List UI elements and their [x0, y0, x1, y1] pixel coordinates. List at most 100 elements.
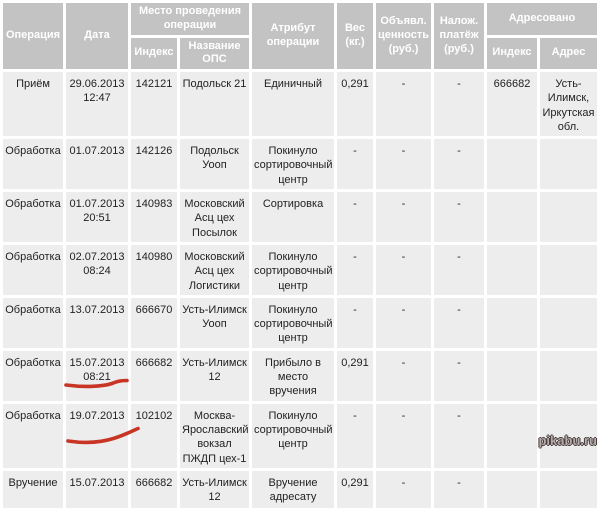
cell-date: 01.07.2013: [66, 139, 128, 190]
col-header-addr-index: Индекс: [487, 37, 537, 69]
col-header-place-group: Место проведения операции: [131, 3, 249, 35]
cell-place-name: Москва-Ярославский вокзал ПЖДП цех-1: [180, 403, 249, 468]
cell-declared-value: -: [376, 350, 431, 401]
cell-place-index: 140983: [131, 192, 177, 242]
table-row: Обработка 13.07.2013 666670 Усть-Илимск …: [3, 297, 597, 348]
cell-place-index: 142121: [131, 72, 177, 137]
cell-date: 15.07.2013 08:21: [66, 350, 128, 401]
cell-place-index: 142126: [131, 139, 177, 190]
cell-operation: Приём: [3, 72, 63, 137]
cell-attribute: Единичный: [252, 72, 334, 137]
cell-date: 15.07.2013: [66, 470, 128, 508]
table-row: Обработка 01.07.2013 20:51 140983 Москов…: [3, 192, 597, 242]
cell-cod: -: [434, 350, 484, 401]
cell-addr-index: [487, 192, 537, 242]
cell-cod: -: [434, 139, 484, 190]
cell-addr-index: [487, 350, 537, 401]
cell-place-name: Подольск Уооп: [180, 139, 249, 190]
cell-cod: -: [434, 403, 484, 468]
cell-date: 19.07.2013: [66, 403, 128, 468]
cell-declared-value: -: [376, 139, 431, 190]
cell-attribute: Покинуло сортировочный центр: [252, 297, 334, 348]
cell-place-name: Московский Асц цех Посылок: [180, 192, 249, 242]
cell-cod: -: [434, 297, 484, 348]
cell-place-name: Усть-Илимск 12: [180, 470, 249, 508]
cell-operation: Обработка: [3, 403, 63, 468]
col-header-declared-value: Объявл. ценность (руб.): [376, 3, 431, 69]
cell-place-index-link[interactable]: 666682: [131, 470, 177, 508]
table-row: Обработка 01.07.2013 142126 Подольск Уоо…: [3, 139, 597, 190]
cell-place-index: 102102: [131, 403, 177, 468]
cell-operation: Обработка: [3, 192, 63, 242]
cell-operation: Обработка: [3, 297, 63, 348]
cell-date: 02.07.2013 08:24: [66, 244, 128, 295]
cell-place-index: 666682: [131, 350, 177, 401]
cell-addr-index: [487, 297, 537, 348]
cell-attribute: Сортировка: [252, 192, 334, 242]
cell-addr-index: [487, 470, 537, 508]
cell-cod: -: [434, 72, 484, 137]
cell-address: [540, 244, 597, 295]
cell-declared-value: -: [376, 470, 431, 508]
cell-weight: 0,291: [337, 72, 373, 137]
cell-weight: -: [337, 192, 373, 242]
cell-operation: Обработка: [3, 244, 63, 295]
cell-attribute: Прибыло в место вручения: [252, 350, 334, 401]
cell-addr-index: [487, 244, 537, 295]
table-body: Приём 29.06.2013 12:47 142121 Подольск 2…: [3, 72, 597, 508]
col-header-place-index: Индекс: [131, 37, 177, 69]
cell-address: [540, 350, 597, 401]
cell-place-name: Подольск 21: [180, 72, 249, 137]
cell-cod: -: [434, 192, 484, 242]
col-header-weight: Вес (кг.): [337, 3, 373, 69]
cell-cod: -: [434, 244, 484, 295]
cell-address: [540, 297, 597, 348]
cell-attribute: Покинуло сортировочный центр: [252, 403, 334, 468]
cell-date: 13.07.2013: [66, 297, 128, 348]
cell-cod: -: [434, 470, 484, 508]
cell-declared-value: -: [376, 244, 431, 295]
col-header-attribute: Атрибут операции: [252, 3, 334, 69]
cell-weight: 0,291: [337, 470, 373, 508]
table-row: Обработка 19.07.2013 102102 Москва-Яросл…: [3, 403, 597, 468]
cell-place-name: Усть-Илимск Уооп: [180, 297, 249, 348]
table-header: Операция Дата Место проведения операции …: [3, 3, 597, 69]
table-row: Вручение 15.07.2013 666682 Усть-Илимск 1…: [3, 470, 597, 508]
cell-attribute: Вручение адресату: [252, 470, 334, 508]
col-header-addr-address: Адрес: [540, 37, 597, 69]
cell-address: [540, 470, 597, 508]
cell-address: Усть-Илимск, Иркутская обл.: [540, 72, 597, 137]
cell-addr-index: [487, 139, 537, 190]
table-row: Обработка 15.07.2013 08:21 666682 Усть-И…: [3, 350, 597, 401]
cell-addr-index: 666682: [487, 72, 537, 137]
pikabu-watermark: pikabu.ru: [538, 433, 597, 448]
cell-declared-value: -: [376, 192, 431, 242]
table-row: Обработка 02.07.2013 08:24 140980 Москов…: [3, 244, 597, 295]
cell-attribute: Покинуло сортировочный центр: [252, 244, 334, 295]
cell-weight: -: [337, 244, 373, 295]
cell-place-index: 666670: [131, 297, 177, 348]
cell-weight: -: [337, 403, 373, 468]
col-header-addressed-group: Адресовано: [487, 3, 597, 35]
cell-declared-value: -: [376, 297, 431, 348]
cell-declared-value: -: [376, 403, 431, 468]
cell-address: [540, 139, 597, 190]
cell-place-name: Усть-Илимск 12: [180, 350, 249, 401]
col-header-place-name: Название ОПС: [180, 37, 249, 69]
col-header-date: Дата: [66, 3, 128, 69]
col-header-operation: Операция: [3, 3, 63, 69]
cell-declared-value: -: [376, 72, 431, 137]
cell-operation: Обработка: [3, 139, 63, 190]
cell-place-index: 140980: [131, 244, 177, 295]
col-header-cod: Налож. платёж (руб.): [434, 3, 484, 69]
cell-operation: Вручение: [3, 470, 63, 508]
cell-address: [540, 192, 597, 242]
table-row: Приём 29.06.2013 12:47 142121 Подольск 2…: [3, 72, 597, 137]
cell-weight: -: [337, 139, 373, 190]
cell-attribute: Покинуло сортировочный центр: [252, 139, 334, 190]
cell-weight: -: [337, 297, 373, 348]
cell-addr-index: [487, 403, 537, 468]
cell-weight: 0,291: [337, 350, 373, 401]
cell-date: 29.06.2013 12:47: [66, 72, 128, 137]
